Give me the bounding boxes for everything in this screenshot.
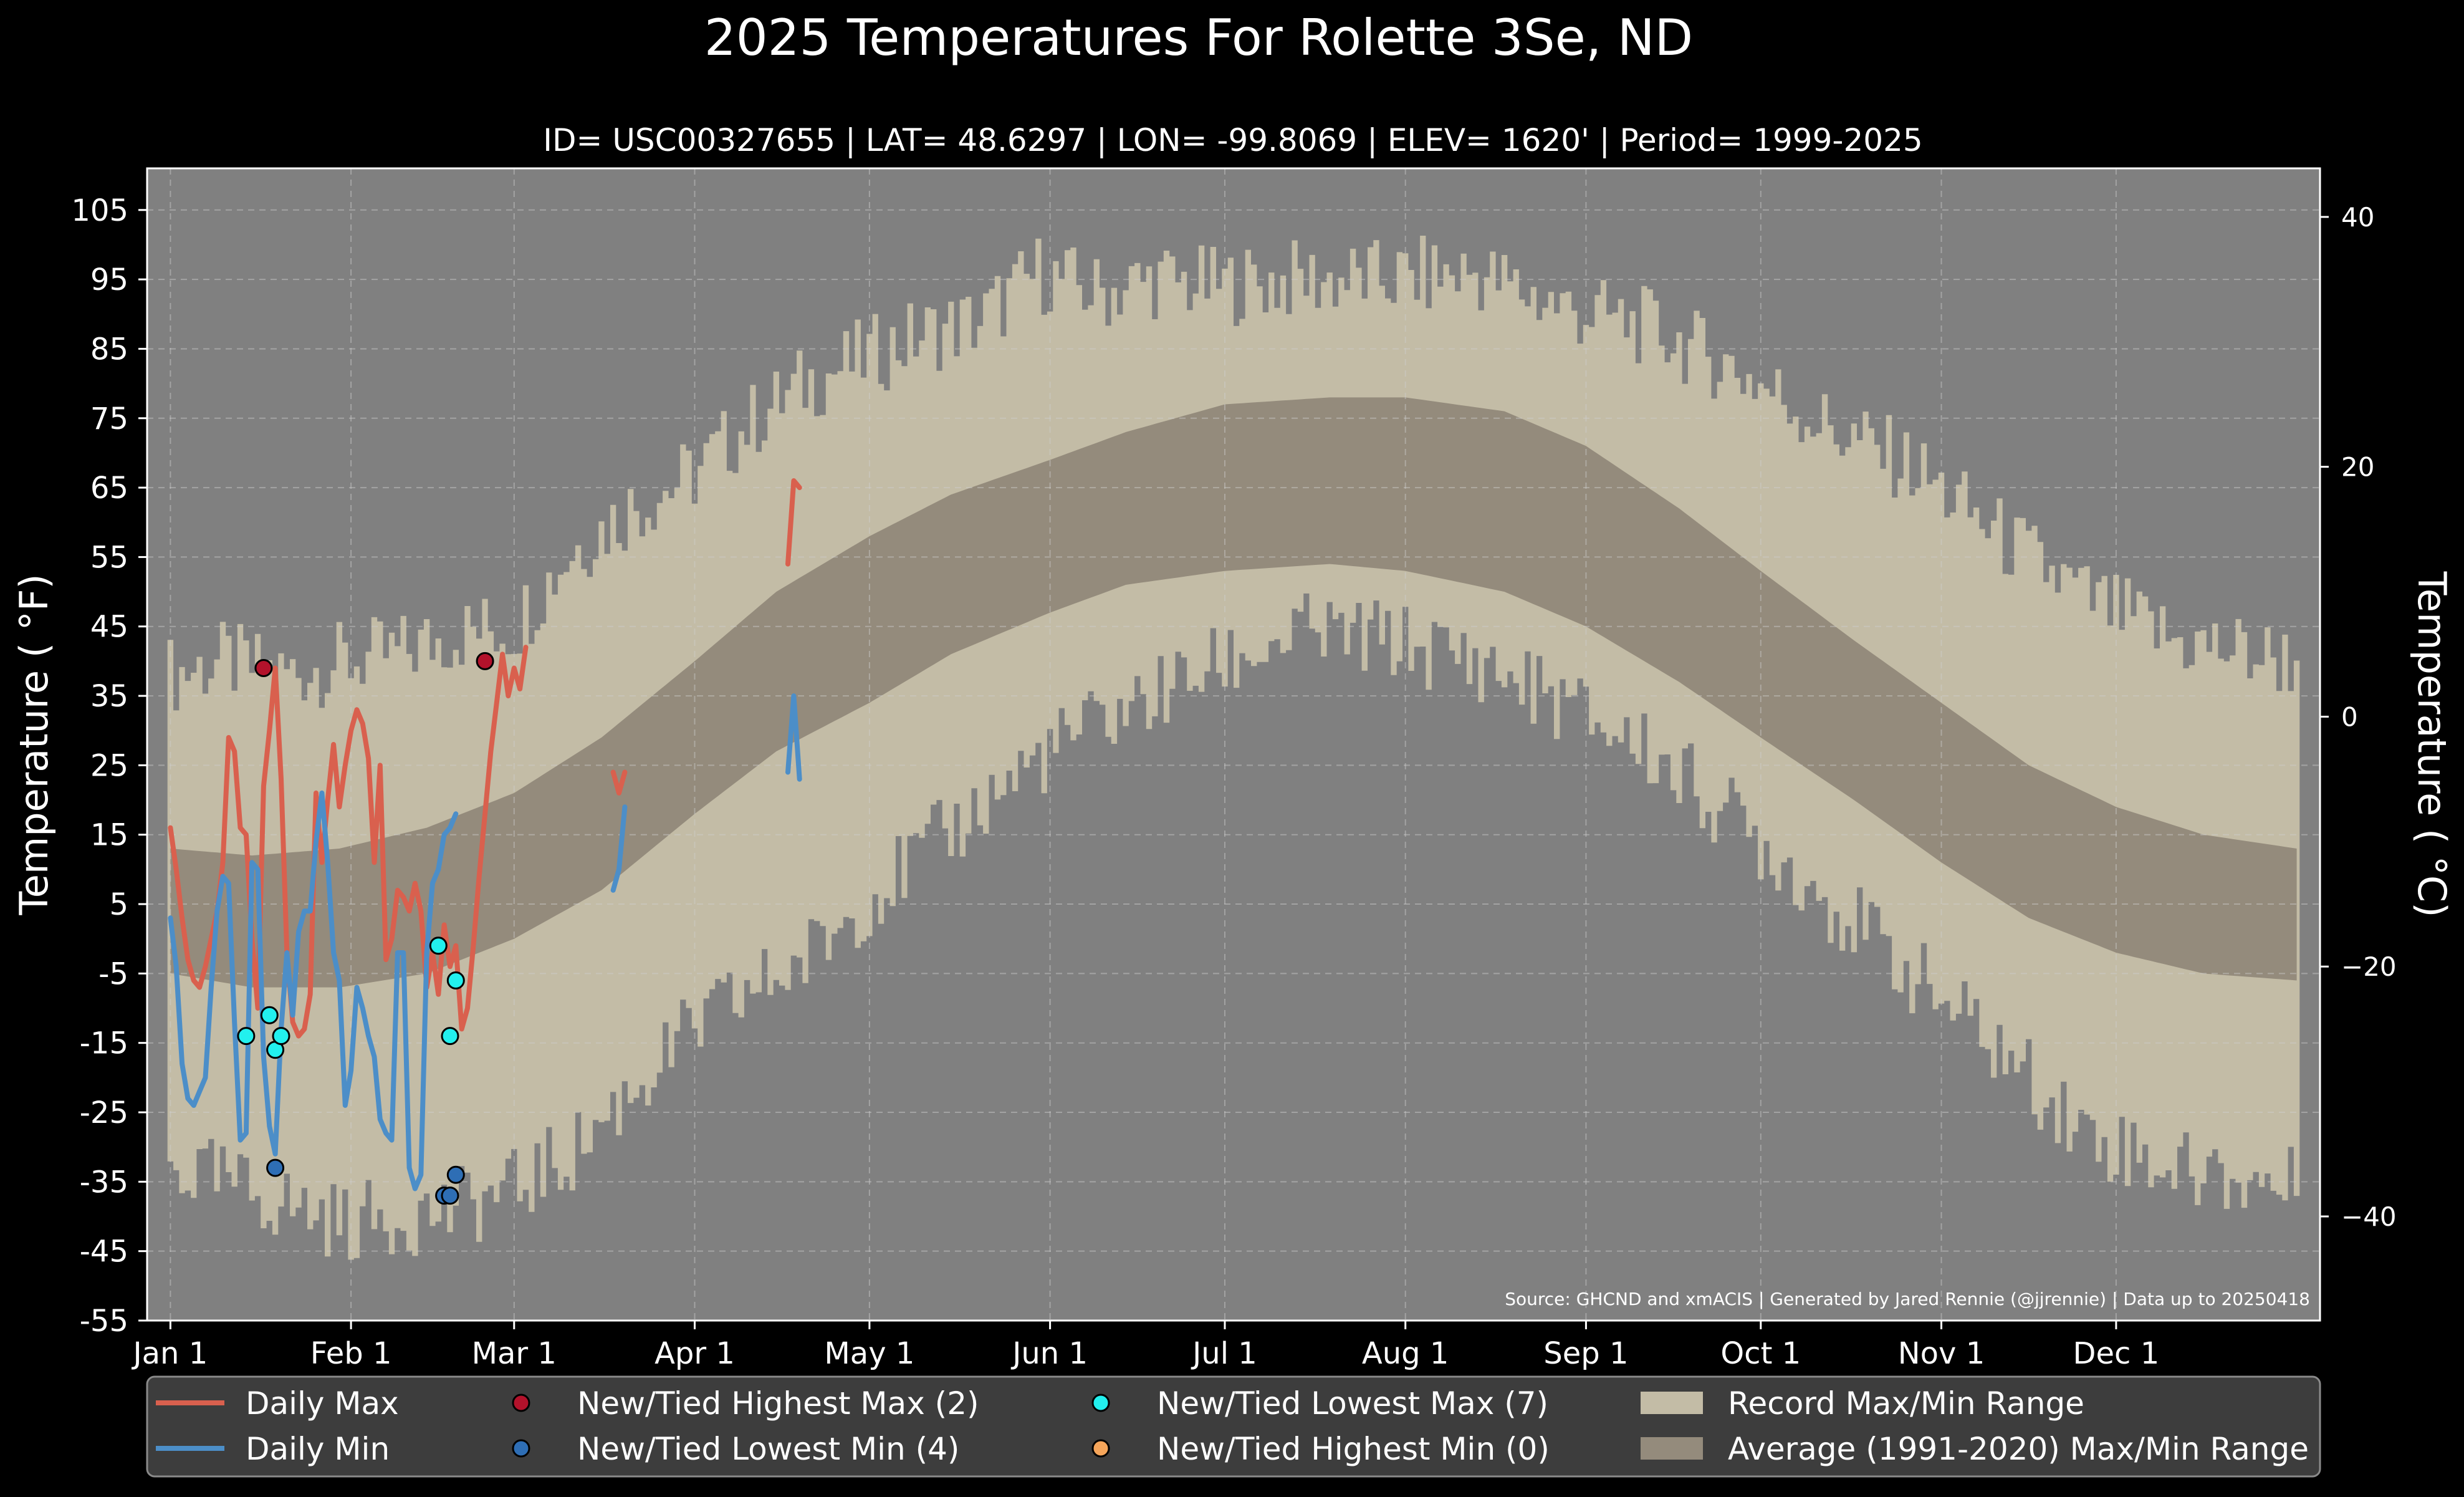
legend-box xyxy=(146,1375,2321,1478)
y-tick-label: 45 xyxy=(90,610,128,645)
y-tick-label: 55 xyxy=(90,540,128,575)
daily-max-line xyxy=(785,478,802,567)
legend-record-range-swatch xyxy=(1641,1392,1703,1414)
legend-record-range-label: Record Max/Min Range xyxy=(1728,1385,2084,1422)
y-tick-label: 105 xyxy=(71,193,128,228)
y-tick-label: -45 xyxy=(80,1235,128,1269)
x-tick-label: Aug 1 xyxy=(1362,1336,1449,1371)
y-axis-label: Temperature ( °F) xyxy=(11,574,57,915)
x-tick-label: May 1 xyxy=(824,1336,914,1371)
y-tick-label: 15 xyxy=(90,818,128,853)
chart-subtitle: ID= USC00327655 | LAT= 48.6297 | LON= -9… xyxy=(543,122,1922,158)
legend-lowest-max-label: New/Tied Lowest Max (7) xyxy=(1157,1385,1548,1422)
x-tick-label: Feb 1 xyxy=(310,1336,392,1371)
y2-tick-label: 0 xyxy=(2341,701,2358,732)
chart-title: 2025 Temperatures For Rolette 3Se, ND xyxy=(704,9,1693,67)
y-tick-label: 35 xyxy=(90,679,128,714)
y-tick-label: -35 xyxy=(80,1165,128,1200)
y2-tick-label: 40 xyxy=(2341,202,2374,233)
y-tick-label: 85 xyxy=(90,332,128,367)
legend-lowest-min-marker xyxy=(512,1439,530,1458)
x-tick-label: Mar 1 xyxy=(472,1336,557,1371)
plot-frame xyxy=(146,167,2321,1322)
record-marker-1 xyxy=(441,1187,459,1205)
legend-daily-max-label: Daily Max xyxy=(246,1385,399,1422)
y2-axis-label: Temperature ( °C) xyxy=(2409,571,2455,918)
record-marker-2 xyxy=(237,1027,256,1046)
legend-highest-max-marker xyxy=(512,1394,530,1412)
x-tick-label: Oct 1 xyxy=(1720,1336,1801,1371)
y-tick-label: -15 xyxy=(80,1026,128,1061)
daily-min-line xyxy=(168,790,459,1191)
record-marker-2 xyxy=(272,1027,290,1046)
legend-average-range-label: Average (1991-2020) Max/Min Range xyxy=(1728,1431,2309,1467)
x-tick-label: Sep 1 xyxy=(1543,1336,1628,1371)
y2-tick-label: 20 xyxy=(2341,452,2374,483)
record-range-band xyxy=(167,236,2300,1260)
y-tick-label: 75 xyxy=(90,402,128,436)
record-marker-2 xyxy=(260,1006,279,1024)
legend-daily-min-label: Daily Min xyxy=(246,1431,390,1467)
legend-highest-min-marker xyxy=(1091,1439,1110,1458)
x-tick-label: Apr 1 xyxy=(654,1336,735,1371)
legend: Daily Max Daily Min New/Tied Highest Max… xyxy=(146,1375,2321,1478)
record-marker-2 xyxy=(429,936,448,955)
daily-max-line xyxy=(610,769,628,796)
daily-max-line xyxy=(168,645,529,1039)
x-tick-label: Dec 1 xyxy=(2073,1336,2160,1371)
source-note: Source: GHCND and xmACIS | Generated by … xyxy=(1505,1289,2310,1309)
daily-min-line xyxy=(785,693,802,782)
record-marker-1 xyxy=(446,1165,465,1184)
y2-tick-label: −20 xyxy=(2341,951,2397,982)
legend-lowest-max-marker xyxy=(1091,1394,1110,1412)
x-tick-label: Jul 1 xyxy=(1191,1336,1257,1371)
y-tick-label: 25 xyxy=(90,748,128,783)
y-tick-label: -5 xyxy=(98,956,128,991)
y-tick-label: -25 xyxy=(80,1095,128,1130)
record-marker-2 xyxy=(446,971,465,989)
daily-min-line xyxy=(610,804,628,893)
x-tick-label: Jun 1 xyxy=(1010,1336,1088,1371)
record-marker-2 xyxy=(441,1027,459,1046)
record-marker-0 xyxy=(254,659,273,677)
y2-tick-label: −40 xyxy=(2341,1201,2397,1232)
x-tick-label: Jan 1 xyxy=(131,1336,208,1371)
record-marker-0 xyxy=(476,652,494,670)
record-marker-1 xyxy=(266,1158,285,1177)
y-tick-label: 95 xyxy=(90,262,128,297)
x-tick-label: Nov 1 xyxy=(1898,1336,1985,1371)
y-tick-label: 65 xyxy=(90,471,128,506)
y-tick-label: -55 xyxy=(80,1304,128,1339)
legend-average-range-swatch xyxy=(1641,1437,1703,1460)
legend-lowest-min-label: New/Tied Lowest Min (4) xyxy=(577,1431,959,1467)
legend-highest-max-label: New/Tied Highest Max (2) xyxy=(577,1385,979,1422)
y-tick-label: 5 xyxy=(109,887,128,922)
legend-highest-min-label: New/Tied Highest Min (0) xyxy=(1157,1431,1550,1467)
